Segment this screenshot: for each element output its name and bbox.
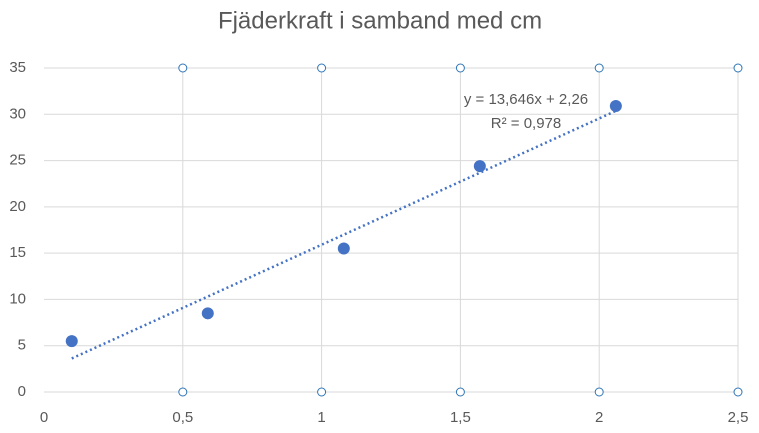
x-tick-label: 2,5 xyxy=(728,409,749,426)
y-tick-label: 15 xyxy=(9,244,26,261)
x-tick-label: 0,5 xyxy=(172,409,193,426)
grid-marker xyxy=(733,387,743,397)
y-tick-label: 0 xyxy=(18,383,26,400)
grid-marker xyxy=(178,387,188,397)
trendline xyxy=(71,109,617,360)
point xyxy=(609,99,622,112)
point xyxy=(473,160,486,173)
y-tick-label: 5 xyxy=(18,337,26,354)
y-tick-label: 35 xyxy=(9,59,26,76)
grid-marker xyxy=(317,387,327,397)
point xyxy=(201,307,214,320)
grid-marker xyxy=(733,63,743,73)
point xyxy=(65,335,78,348)
trendline-r2: R² = 0,978 xyxy=(491,115,561,132)
y-tick-label: 30 xyxy=(9,105,26,122)
x-tick-label: 1,5 xyxy=(450,409,471,426)
grid-marker xyxy=(455,387,465,397)
grid-marker xyxy=(594,387,604,397)
y-tick-label: 10 xyxy=(9,290,26,307)
grid-marker xyxy=(178,63,188,73)
grid-marker xyxy=(317,63,327,73)
x-tick-label: 0 xyxy=(40,409,48,426)
trendline-equation: y = 13,646x + 2,26 xyxy=(464,91,588,108)
y-tick-label: 25 xyxy=(9,152,26,169)
point xyxy=(337,242,350,255)
grid-marker xyxy=(455,63,465,73)
chart-title: Fjäderkraft i samband med cm xyxy=(218,7,542,34)
y-tick-label: 20 xyxy=(9,198,26,215)
x-tick-label: 1 xyxy=(317,409,325,426)
x-tick-label: 2 xyxy=(595,409,603,426)
grid-marker xyxy=(594,63,604,73)
